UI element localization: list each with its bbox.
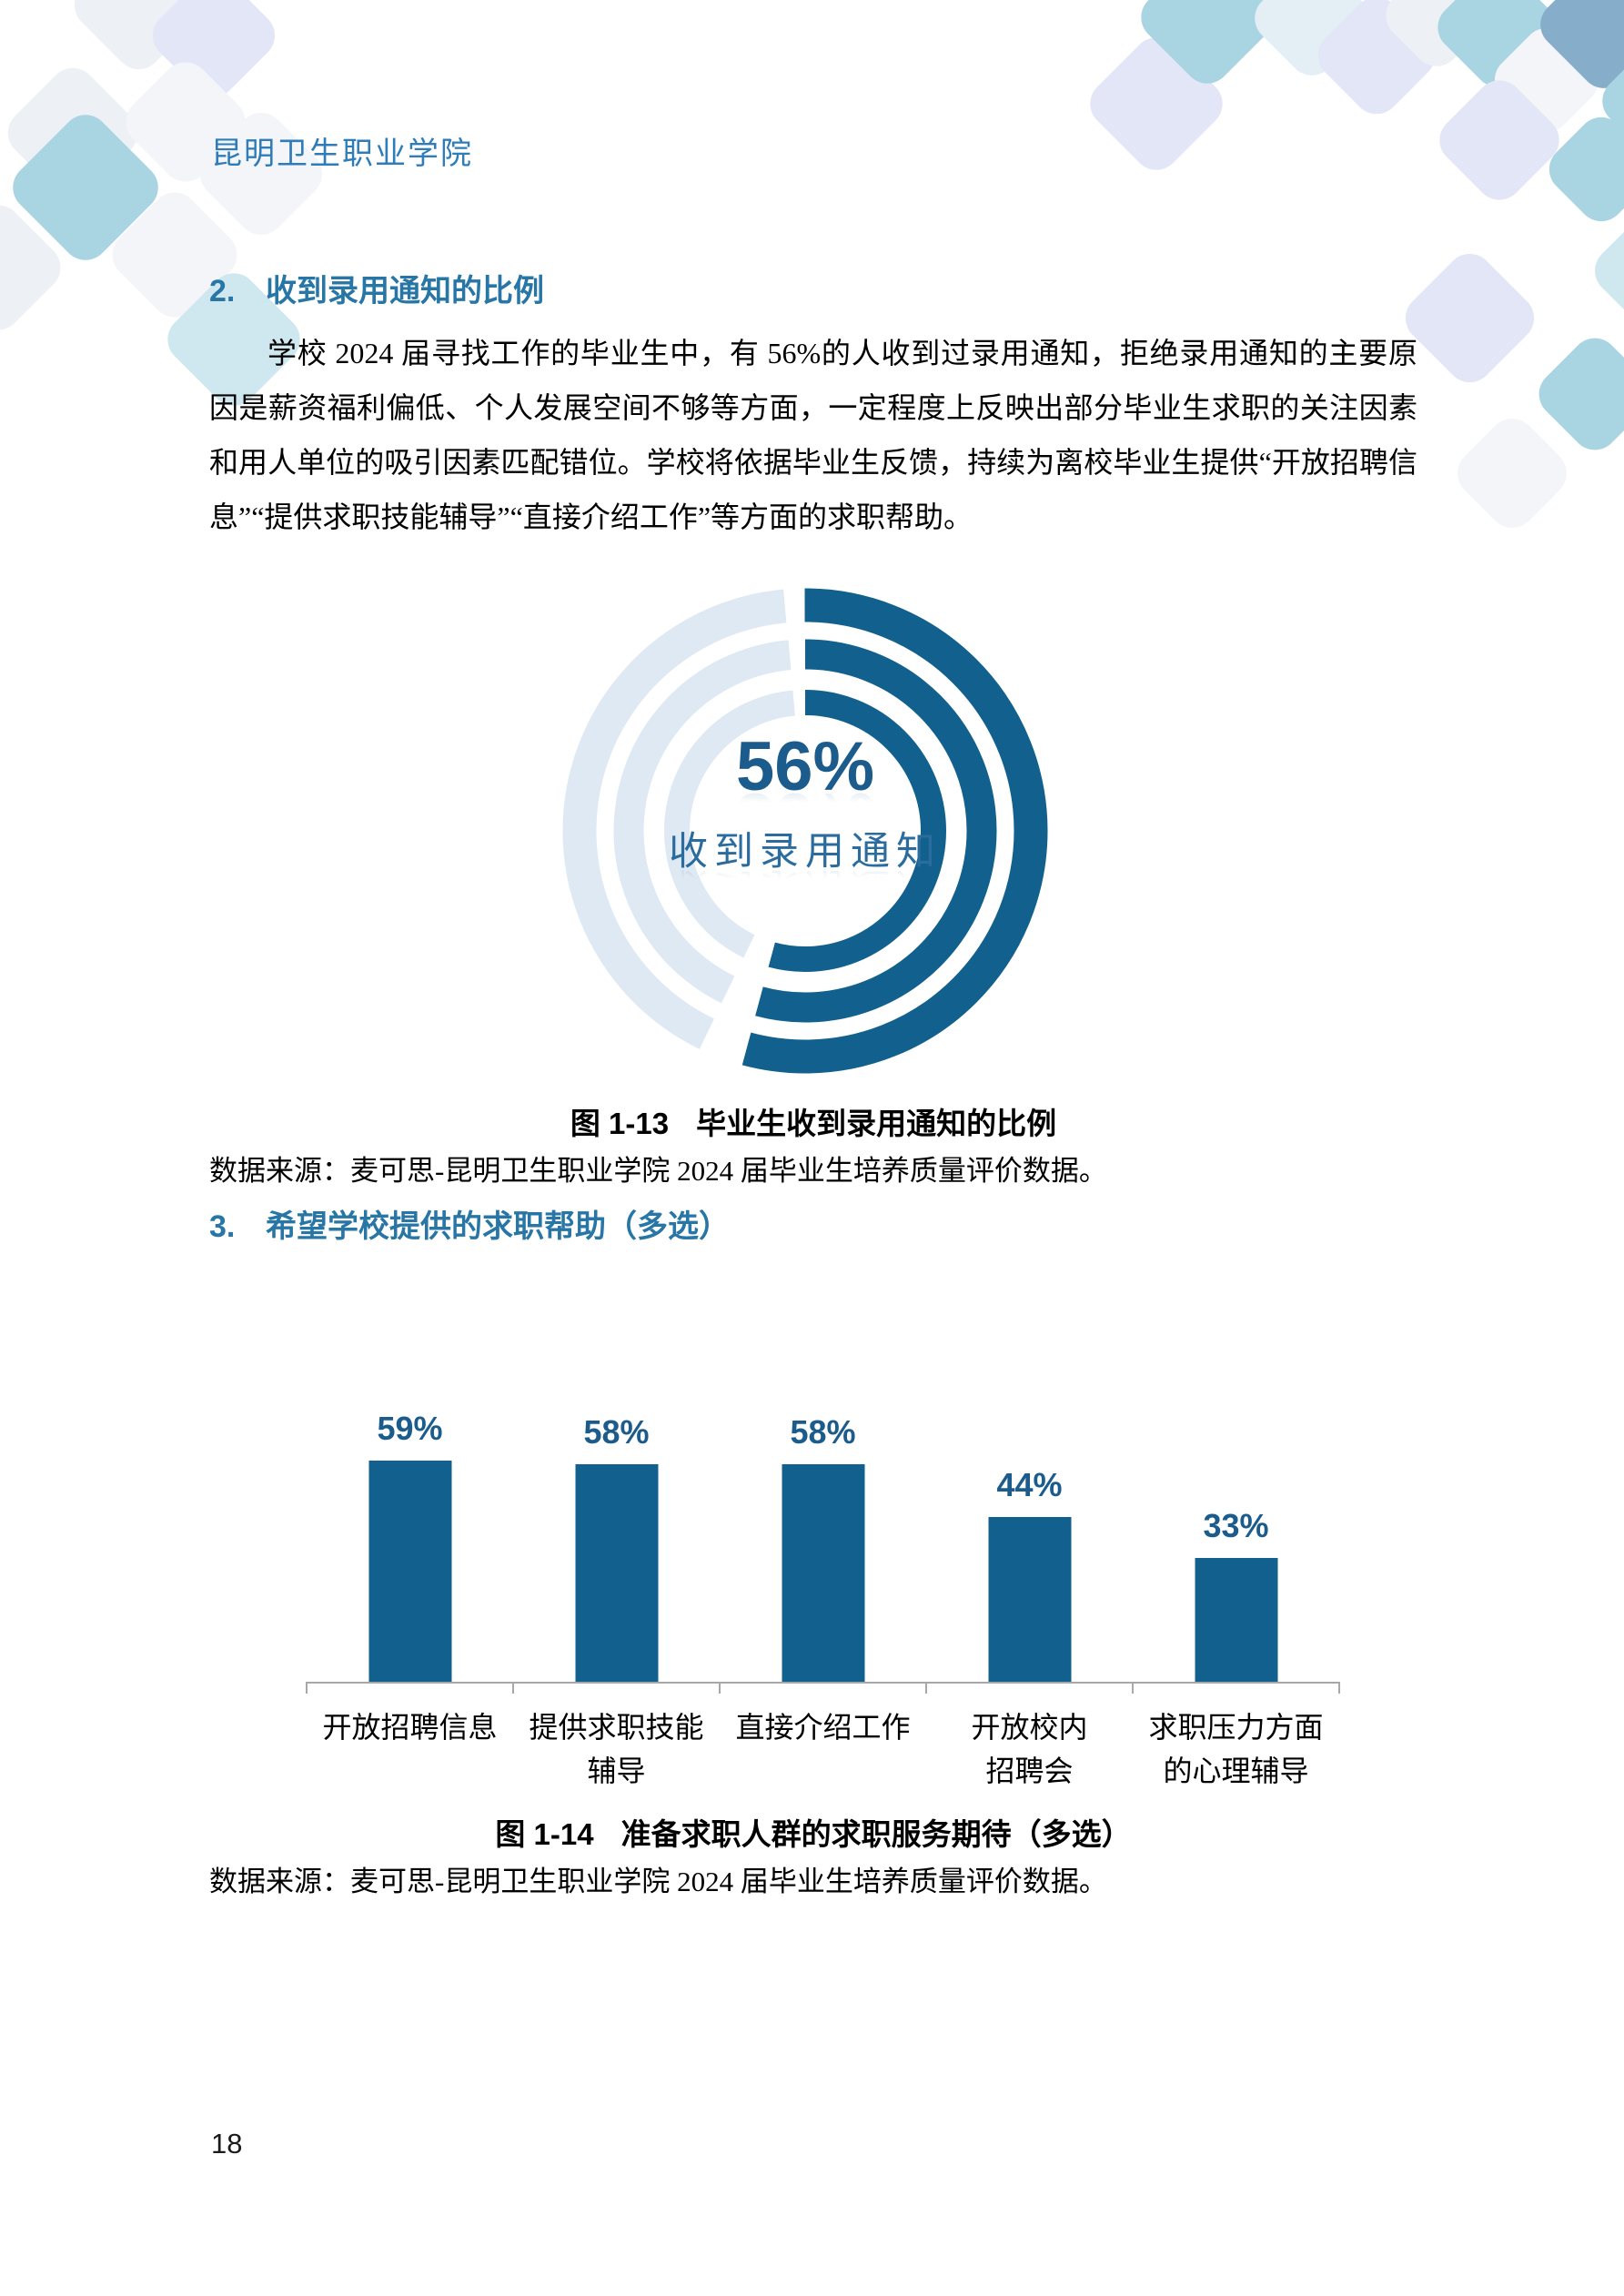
bar-slot: 33% 求职压力方面 的心理辅导: [1133, 1363, 1339, 1787]
axis-tick: [1132, 1682, 1134, 1694]
donut-center: 56% 收到录用通知: [550, 733, 1060, 876]
decor-tile: [1396, 244, 1544, 392]
figure-1-14-source: 数据来源：麦可思-昆明卫生职业学院 2024 届毕业生培养质量评价数据。: [209, 1866, 1107, 1897]
section-2-heading: 2. 收到录用通知的比例: [209, 266, 544, 310]
bar-category-label: 直接介绍工作: [735, 1711, 911, 1744]
donut-arc-remainder: [664, 690, 946, 972]
section-3-title: 希望学校提供的求职帮助（多选）: [266, 1209, 730, 1244]
axis-tick: [719, 1682, 721, 1694]
donut-arc-remainder: [562, 588, 1048, 1074]
section-2-paragraph: 学校 2024 届寻找工作的毕业生中，有 56%的人收到过录用通知，拒绝录用通知…: [209, 337, 1417, 533]
figure-1-14-caption-label: 图 1-14: [495, 1817, 594, 1851]
bar-chart: 59% 开放招聘信息 58% 提供求职技能 辅导 58% 直接介绍工作 44% 开放校内 招聘…: [306, 1363, 1340, 1800]
bar-category-label: 开放招聘信息: [322, 1711, 498, 1744]
figure-1-13-source: 数据来源：麦可思-昆明卫生职业学院 2024 届毕业生培养质量评价数据。: [209, 1155, 1107, 1187]
decor-tile: [1447, 409, 1577, 538]
donut-sublabel: 收到录用通知: [669, 831, 942, 874]
axis-tick: [512, 1682, 514, 1694]
bar-slot: 58% 提供求职技能 辅导: [513, 1363, 720, 1787]
donut-arc-remainder: [613, 639, 997, 1023]
bar-value-label: 44%: [996, 1466, 1063, 1503]
figure-1-13-caption-title: 毕业生收到录用通知的比例: [696, 1107, 1057, 1140]
axis-tick: [1338, 1682, 1340, 1694]
bar-category-label: 提供求职技能 辅导: [529, 1711, 704, 1787]
bar: [782, 1464, 864, 1682]
bar-value-label: 59%: [377, 1410, 443, 1447]
bar: [1195, 1558, 1277, 1682]
bar-chart-plot-area: 59% 开放招聘信息 58% 提供求职技能 辅导 58% 直接介绍工作 44% 开放校内 招聘…: [306, 1363, 1340, 1787]
bar-value-label: 58%: [790, 1413, 856, 1451]
section-3-heading: 3. 希望学校提供的求职帮助（多选）: [209, 1201, 730, 1246]
axis-tick: [925, 1682, 927, 1694]
donut-arc-filled: [562, 588, 1048, 1074]
donut-rings: [562, 588, 1048, 1074]
bar-value-label: 58%: [583, 1413, 650, 1451]
section-2-title: 收到录用通知的比例: [266, 274, 544, 308]
bar-value-label: 33%: [1203, 1507, 1269, 1544]
section-3-number: 3.: [209, 1209, 236, 1244]
figure-1-13-caption-label: 图 1-13: [570, 1107, 670, 1140]
decor-tile: [1585, 209, 1624, 332]
axis-tick: [306, 1682, 308, 1694]
section-2-number: 2.: [209, 274, 236, 308]
figure-1-13-caption: 图 1-13 毕业生收到录用通知的比例: [209, 1099, 1417, 1143]
bar: [988, 1517, 1071, 1682]
bar-slot: 58% 直接介绍工作: [720, 1363, 926, 1744]
bar-category-label: 开放校内 招聘会: [971, 1711, 1088, 1787]
school-name: 昆明卫生职业学院: [211, 137, 473, 171]
bar: [575, 1464, 658, 1682]
bar: [368, 1461, 451, 1682]
bar-slot: 44% 开放校内 招聘会: [926, 1363, 1133, 1787]
bar-category-label: 求职压力方面 的心理辅导: [1148, 1711, 1324, 1787]
donut-chart: 56% 收到录用通知: [550, 576, 1060, 1086]
figure-1-14-caption: 图 1-14 准备求职人群的求职服务期待（多选）: [209, 1810, 1417, 1854]
donut-percentage-label: 56%: [735, 728, 875, 805]
donut-arc-filled: [664, 690, 946, 972]
figure-1-14-caption-title: 准备求职人群的求职服务期待（多选）: [620, 1817, 1132, 1851]
page-number: 18: [211, 2128, 243, 2159]
donut-arc-filled: [613, 639, 997, 1023]
bar-slot: 59% 开放招聘信息: [307, 1363, 513, 1744]
